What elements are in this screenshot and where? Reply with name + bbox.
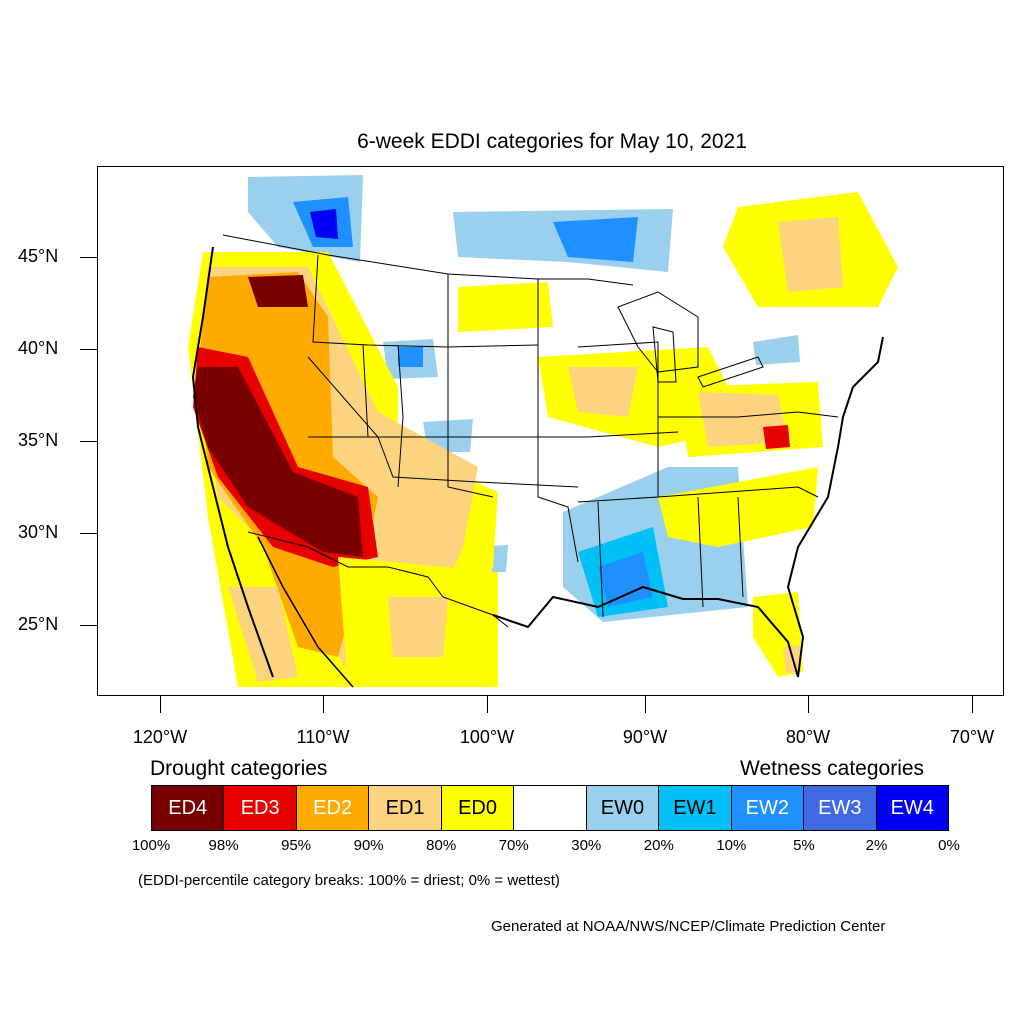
- legend-cell-ew2: EW2: [731, 786, 805, 830]
- percent-label: 5%: [793, 837, 815, 854]
- lat-tick: [80, 625, 97, 626]
- lat-tick: [80, 533, 97, 534]
- state-line-13: [362, 344, 369, 438]
- lat-label-25: 25°N: [18, 614, 59, 634]
- legend-cell-ew0: EW0: [586, 786, 660, 830]
- wetness-heading: Wetness categories: [740, 757, 925, 780]
- lon-tick: [808, 696, 809, 713]
- mexico-ed1: [388, 597, 448, 657]
- baja-ed1: [228, 587, 298, 682]
- virginia-ed3: [763, 425, 790, 449]
- legend-cell-ed1: ED1: [369, 786, 442, 830]
- legend-cell-ed3: ED3: [224, 786, 297, 830]
- state-line-4: [447, 274, 494, 498]
- borders: [191, 234, 884, 688]
- lat-tick: [80, 349, 97, 350]
- credit-line: Generated at NOAA/NWS/NCEP/Climate Predi…: [491, 918, 886, 935]
- oregon-ed4: [248, 275, 308, 307]
- drought-regions: [188, 192, 898, 687]
- lat-label-35: 35°N: [18, 430, 59, 450]
- percent-label: 30%: [571, 837, 602, 854]
- lat-label-40: 40°N: [18, 338, 59, 358]
- lon-label-90: 90°W: [622, 727, 668, 747]
- legend-cell-ew1: EW1: [659, 786, 732, 830]
- state-line-5: [537, 279, 579, 563]
- percent-label: 10%: [716, 837, 747, 854]
- lon-label-100: 100°W: [459, 727, 515, 747]
- percent-label: 98%: [208, 837, 239, 854]
- legend-cell-ed0: ED0: [441, 786, 515, 830]
- lon-label-70: 70°W: [949, 727, 995, 747]
- percent-label: 0%: [938, 837, 960, 854]
- midwest-ed1: [568, 367, 638, 417]
- lon-label-80: 80°W: [785, 727, 831, 747]
- west-coast-ed4: [193, 367, 363, 557]
- mexico-border: [247, 531, 509, 628]
- lon-tick: [487, 696, 488, 713]
- state-line-2: [307, 356, 579, 488]
- map-title: 6-week EDDI categories for May 10, 2021: [357, 130, 747, 153]
- state-line-1: [312, 254, 539, 348]
- state-line-3: [308, 431, 679, 438]
- northern-plains-ed0: [458, 282, 553, 332]
- atlantic-coast: [786, 336, 884, 678]
- state-line-10: [737, 496, 744, 598]
- category-breaks-note: (EDDI-percentile category breaks: 100% =…: [138, 872, 560, 889]
- state-line-6: [577, 341, 659, 503]
- legend-cell-ew3: EW3: [804, 786, 877, 830]
- state-line-7: [658, 411, 839, 418]
- state-line-12: [397, 344, 404, 488]
- lake-michigan: [652, 326, 677, 383]
- lat-label-45: 45°N: [18, 246, 59, 266]
- wyoming-wet-core: [398, 347, 423, 367]
- percent-label: 90%: [353, 837, 384, 854]
- lat-label-30: 30°N: [18, 522, 59, 542]
- lon-label-120: 120°W: [132, 727, 188, 747]
- north-plains-wet-core: [553, 217, 638, 262]
- percent-label: 100%: [131, 837, 171, 854]
- lake-erie-wet-region: [753, 335, 800, 365]
- legend-color-bar: ED4 ED3 ED2 ED1 ED0 EW0 EW1 EW2 EW3 EW4: [151, 785, 949, 831]
- legend-cell-ed4: ED4: [152, 786, 225, 830]
- drought-heading: Drought categories: [150, 757, 328, 780]
- percent-label: 70%: [498, 837, 529, 854]
- percent-label: 2%: [865, 837, 888, 854]
- map-canvas: [188, 175, 898, 688]
- lake-erie: [697, 356, 764, 388]
- lon-tick: [972, 696, 973, 713]
- legend-cell-neutral: [514, 786, 587, 830]
- state-line-11: [597, 501, 604, 618]
- legend-cell-ed2: ED2: [296, 786, 370, 830]
- lat-tick: [80, 441, 97, 442]
- eddi-map: [97, 166, 1004, 696]
- legend-cell-ew4: EW4: [876, 786, 948, 830]
- lon-tick: [645, 696, 646, 713]
- great-lakes-outline: [617, 291, 699, 373]
- northeast-canada-ed1: [778, 217, 843, 292]
- state-line-9: [697, 496, 704, 608]
- gulf-coast-wet-peak: [598, 552, 653, 607]
- canada-border: [222, 234, 634, 286]
- lon-label-110: 110°W: [296, 727, 350, 747]
- baja-coast: [257, 536, 354, 688]
- lon-tick: [160, 696, 161, 713]
- percent-label: 80%: [426, 837, 457, 854]
- percent-label: 20%: [643, 837, 674, 854]
- gulf-coast: [492, 585, 799, 678]
- idaho-wet-peak: [310, 209, 338, 239]
- lon-tick: [323, 696, 324, 713]
- west-coast: [191, 246, 274, 678]
- state-line-8: [657, 486, 819, 498]
- percent-label: 95%: [281, 837, 312, 854]
- lat-tick: [80, 257, 97, 258]
